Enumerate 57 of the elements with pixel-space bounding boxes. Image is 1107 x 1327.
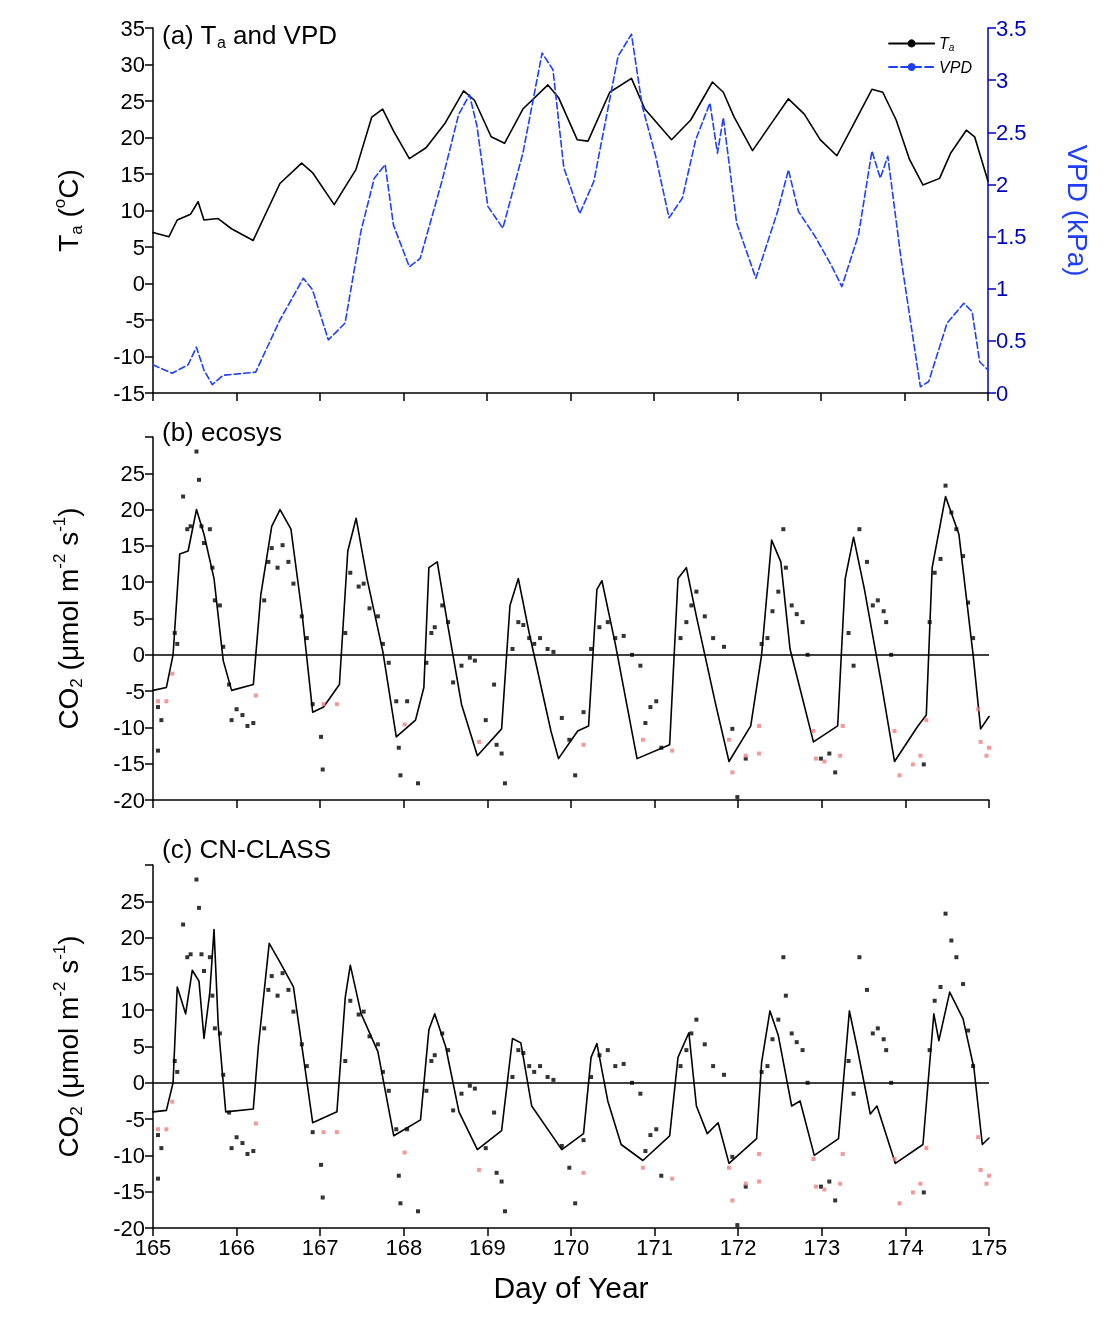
y2-tick-label: 3.5	[996, 15, 1027, 41]
y-tick-label: 5	[132, 234, 145, 260]
y2-tick-label: 0.5	[996, 328, 1027, 354]
y-tick-label: 0	[132, 271, 145, 296]
y-tick-label: 20	[120, 497, 145, 523]
y2-tick-label: 2	[996, 171, 1009, 197]
y-tick-label: 25	[120, 888, 145, 914]
chart-title: (c) CN-CLASS	[162, 834, 332, 864]
y2-tick-label: 1	[996, 276, 1009, 302]
y-tick-label: 10	[120, 997, 145, 1023]
y-tick-label: 0	[132, 1070, 145, 1096]
y-tick-label: 5	[132, 606, 145, 631]
y-tick-label: 10	[120, 198, 145, 223]
x-tick-label: 174	[887, 1234, 924, 1260]
y-tick-label: 20	[120, 925, 145, 951]
y-tick-label: 15	[120, 161, 145, 187]
x-tick-label: 166	[218, 1234, 255, 1260]
y-axis-title: CO2 (μmol m-2 s-1)	[50, 935, 86, 1158]
x-tick-label: 173	[803, 1234, 841, 1260]
y-tick-label: -10	[113, 344, 145, 369]
y-tick-label: -5	[125, 1106, 145, 1132]
x-axis-title: Day of Year	[493, 1270, 649, 1304]
y-tick-label: 25	[120, 460, 145, 486]
y-tick-label: 35	[120, 15, 145, 41]
y-axis-title: CO2 (μmol m-2 s-1)	[50, 507, 86, 730]
y-tick-label: 25	[120, 88, 145, 114]
y-tick-label: 10	[120, 569, 145, 595]
y-tick-label: 0	[132, 642, 145, 668]
y-tick-label: -20	[113, 1215, 145, 1241]
y-tick-label: 15	[120, 961, 145, 987]
y-tick-label: -10	[113, 1142, 145, 1168]
y2-axis-title: VPD (kPa)	[1061, 144, 1093, 277]
x-tick-label: 175	[970, 1234, 1008, 1260]
x-tick-label: 168	[385, 1234, 423, 1260]
x-tick-label: 170	[552, 1234, 590, 1260]
y-tick-label: -20	[113, 787, 145, 813]
legend-label: VPD	[939, 58, 973, 76]
y2-tick-label: 2.5	[996, 119, 1027, 145]
y2-tick-label: 1.5	[996, 224, 1027, 250]
y-tick-label: -10	[113, 714, 145, 740]
y-tick-label: -5	[125, 678, 145, 704]
y-tick-label: 20	[120, 125, 145, 150]
x-tick-label: 169	[469, 1234, 506, 1260]
y-axis-title: Ta (oC)	[50, 169, 86, 252]
y-tick-label: 5	[132, 1034, 145, 1059]
y-tick-label: -15	[113, 380, 145, 406]
y-tick-label: -15	[113, 751, 145, 777]
y-tick-label: 15	[120, 533, 145, 559]
x-tick-label: 172	[719, 1234, 757, 1260]
x-tick-label: 171	[636, 1234, 673, 1260]
y-tick-label: -15	[113, 1179, 145, 1205]
y-tick-label: 30	[120, 52, 145, 77]
y2-tick-label: 0	[996, 380, 1009, 406]
y2-tick-label: 3	[996, 67, 1009, 93]
chart-title: (b) ecosys	[162, 417, 282, 447]
x-tick-label: 167	[301, 1234, 339, 1260]
y-tick-label: -5	[125, 307, 145, 333]
